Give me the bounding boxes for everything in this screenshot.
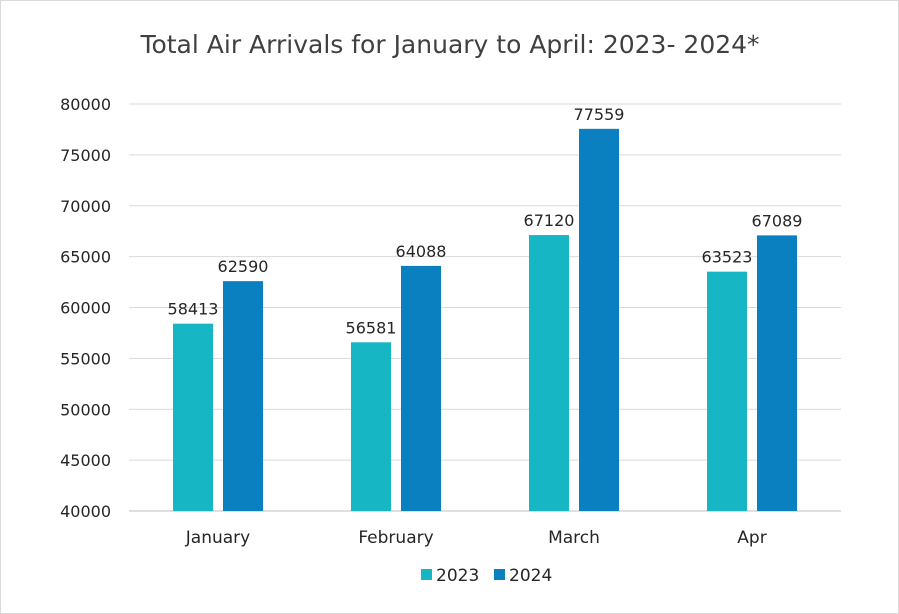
- x-category-label: March: [548, 528, 600, 548]
- legend: 2023 2024: [421, 566, 552, 586]
- y-tick-label: 65000: [60, 248, 111, 267]
- y-tick-label: 40000: [60, 502, 111, 521]
- data-label: 67089: [752, 211, 803, 230]
- legend-label-2023: 2023: [436, 566, 479, 586]
- y-tick-label: 75000: [60, 146, 111, 165]
- bar-2023-february: [351, 342, 391, 511]
- data-label: 56581: [346, 318, 397, 337]
- x-category-label: Apr: [737, 528, 766, 548]
- legend-swatch-2023: [421, 569, 432, 580]
- bar-2023-march: [529, 235, 569, 511]
- y-tick-label: 45000: [60, 451, 111, 470]
- bar-2023-apr: [707, 271, 747, 511]
- y-tick-label: 50000: [60, 400, 111, 419]
- data-label: 62590: [218, 257, 269, 276]
- legend-label-2024: 2024: [509, 566, 552, 586]
- y-tick-label: 70000: [60, 197, 111, 216]
- data-label: 58413: [168, 300, 219, 319]
- data-labels: 58413 62590 56581 64088 67120 77559 63523 67089: [168, 105, 803, 337]
- y-axis-ticks: 40000 45000 50000 55000 60000 65000 70000 75000…: [60, 95, 111, 521]
- x-axis-categories: January February March Apr: [185, 528, 767, 548]
- y-tick-label: 60000: [60, 299, 111, 318]
- bar-2024-january: [223, 281, 263, 511]
- bar-2024-february: [401, 265, 441, 511]
- x-category-label: January: [185, 528, 250, 548]
- y-tick-label: 55000: [60, 349, 111, 368]
- chart-title: Total Air Arrivals for January to April:…: [139, 30, 759, 59]
- bars: [173, 128, 797, 512]
- y-tick-label: 80000: [60, 95, 111, 114]
- bar-2024-apr: [757, 235, 797, 511]
- x-category-label: February: [358, 528, 433, 548]
- bar-2023-january: [173, 323, 213, 511]
- data-label: 63523: [702, 248, 753, 267]
- data-label: 64088: [396, 242, 447, 261]
- bar-2024-march: [579, 128, 619, 512]
- data-label: 77559: [574, 105, 625, 124]
- legend-swatch-2024: [494, 569, 505, 580]
- data-label: 67120: [524, 211, 575, 230]
